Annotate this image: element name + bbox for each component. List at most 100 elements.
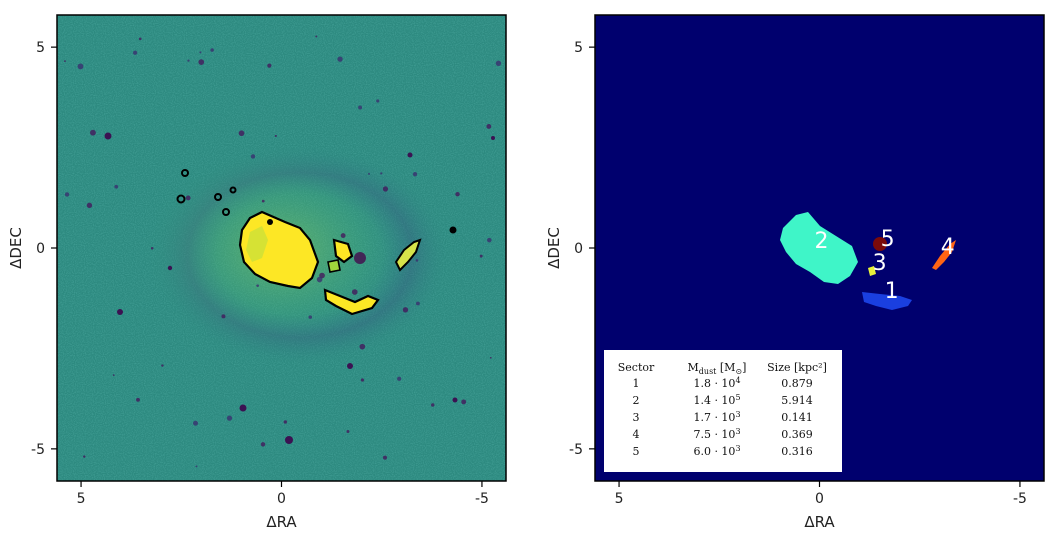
dark-source: [486, 123, 492, 129]
sector-2-region: [780, 212, 858, 284]
dark-source: [397, 376, 402, 381]
table-cell-mass: 6.0 · 103: [693, 444, 740, 458]
dark-source: [138, 37, 142, 41]
table-cell-size: 0.369: [781, 428, 813, 441]
dark-source: [114, 184, 119, 189]
dark-source: [239, 404, 247, 412]
small-clump-a: [327, 259, 341, 273]
sector-4-region: [932, 240, 956, 270]
contour-dot-4: [222, 208, 230, 216]
dark-source: [376, 99, 380, 103]
dark-source: [461, 399, 467, 405]
dark-source: [346, 430, 350, 433]
dark-source: [351, 289, 358, 295]
arc-emission: [323, 288, 380, 316]
dark-source: [479, 254, 483, 258]
table-cell-size: 5.914: [781, 394, 813, 407]
dark-source: [382, 186, 389, 192]
dark-source: [161, 364, 164, 367]
dark-source: [347, 363, 353, 369]
dark-source: [431, 403, 435, 407]
dark-source: [187, 59, 190, 62]
clump-emission: [332, 238, 354, 264]
dark-source: [83, 455, 86, 458]
dark-source: [193, 420, 199, 426]
dark-source: [133, 50, 138, 55]
table-cell-size: 0.879: [781, 377, 813, 390]
west-filament: [394, 238, 422, 272]
table-cell-mass: 1.8 · 104: [693, 376, 740, 390]
table-cell-sector: 3: [633, 411, 640, 424]
region-label-1: 1: [885, 279, 899, 304]
dark-source: [407, 152, 413, 158]
dark-source: [198, 59, 205, 66]
dark-source: [382, 455, 388, 460]
region-label-4: 4: [941, 235, 955, 260]
table-header-size: Size [kpc²]: [767, 361, 827, 374]
dark-source: [415, 301, 420, 306]
dark-source: [402, 307, 409, 313]
dark-source: [86, 202, 93, 209]
table-cell-sector: 1: [633, 377, 640, 390]
dark-source: [285, 436, 293, 444]
dark-source: [267, 63, 272, 68]
right-ytick-label: 0: [574, 241, 583, 257]
dark-source: [250, 154, 256, 159]
left-axes: 5 0 -5 5 0 -5 ΔRA ΔDEC: [7, 40, 489, 531]
left-ytick-label: 0: [36, 241, 45, 257]
dark-source: [415, 259, 419, 262]
dark-source: [104, 132, 112, 140]
right-panel-map: 1 2 3 4 5 Sector Mdust [M⊙] Size [kpc²] 1 1.8 · …: [545, 14, 1045, 531]
table-cell-sector: 5: [633, 445, 640, 458]
table-cell-mass: 1.4 · 105: [693, 393, 740, 407]
dark-source: [64, 192, 70, 197]
contour-dot-5: [229, 186, 237, 194]
dark-source: [256, 284, 259, 288]
dark-source: [210, 48, 214, 52]
dark-source: [337, 56, 343, 62]
left-xtick-label: 0: [277, 491, 286, 507]
right-xtick-label: 5: [615, 491, 624, 507]
right-ytick-label: -5: [569, 442, 583, 458]
dark-source: [283, 420, 288, 424]
sector-table: Sector Mdust [M⊙] Size [kpc²] 1 1.8 · 104 0.8…: [604, 350, 842, 472]
dark-source: [368, 172, 371, 175]
dark-source: [136, 397, 140, 402]
right-xaxis-label: ΔRA: [804, 513, 835, 531]
dark-source: [90, 129, 96, 136]
left-xtick-label: 5: [77, 491, 86, 507]
left-yaxis-label: ΔDEC: [7, 227, 25, 269]
right-axes: 5 0 -5 5 0 -5 ΔRA ΔDEC: [545, 40, 1027, 531]
dark-source: [495, 60, 502, 67]
table-cell-sector: 2: [633, 394, 640, 407]
sector-table-background: [604, 350, 842, 472]
dark-source: [380, 172, 383, 175]
dark-source: [199, 51, 202, 54]
dark-source: [455, 191, 460, 197]
core-inner: [246, 226, 268, 262]
dark-source: [238, 130, 245, 137]
dark-source: [340, 233, 346, 239]
dark-source: [77, 63, 84, 70]
dark-source: [185, 195, 191, 201]
dark-source: [360, 378, 365, 382]
dark-source: [195, 465, 198, 468]
dark-source: [112, 374, 115, 377]
right-ytick-label: 5: [574, 40, 583, 56]
dark-source: [315, 35, 318, 38]
dark-source: [316, 276, 323, 283]
region-label-5: 5: [881, 227, 895, 252]
table-header-sector: Sector: [618, 361, 655, 374]
dark-sources: [64, 35, 502, 468]
dark-source: [221, 314, 226, 319]
dark-source: [150, 246, 154, 250]
contour-dot-2: [176, 194, 186, 204]
dark-source: [64, 60, 66, 63]
dark-source: [308, 315, 313, 319]
left-panel-image: 5 0 -5 5 0 -5 ΔRA ΔDEC: [7, 14, 507, 531]
left-xaxis-label: ΔRA: [266, 513, 297, 531]
left-ytick-label: 5: [36, 40, 45, 56]
sector-3-region: [868, 266, 876, 276]
contour-dot-6: [267, 219, 273, 225]
